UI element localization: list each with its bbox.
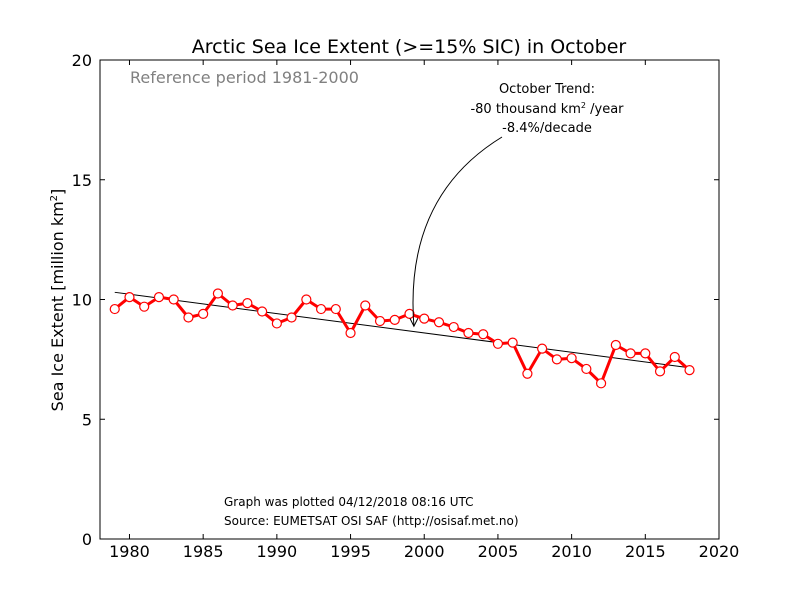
source-note: Source: EUMETSAT OSI SAF (http://osisaf.… bbox=[224, 514, 519, 528]
data-point bbox=[374, 315, 386, 327]
data-point bbox=[522, 368, 533, 379]
annotation-line-1: October Trend: bbox=[499, 82, 595, 97]
data-point bbox=[345, 327, 356, 339]
x-tick-label: 2010 bbox=[551, 542, 592, 561]
x-tick-label: 2000 bbox=[404, 542, 445, 561]
plot-date-note: Graph was plotted 04/12/2018 08:16 UTC bbox=[224, 495, 474, 509]
chart-title: Arctic Sea Ice Extent (>=15% SIC) in Oct… bbox=[192, 36, 627, 58]
data-point bbox=[124, 292, 135, 303]
annotation-line-2-main: -80 thousand km bbox=[470, 102, 580, 117]
data-point bbox=[492, 338, 504, 349]
trend-annotation: October Trend: -80 thousand km2 /year -8… bbox=[409, 82, 624, 328]
data-point bbox=[625, 348, 636, 359]
reference-period: Reference period 1981-2000 bbox=[130, 68, 359, 87]
data-point bbox=[109, 303, 120, 315]
data-point bbox=[153, 292, 165, 303]
data-point bbox=[257, 306, 268, 317]
series-line bbox=[113, 292, 691, 385]
y-axis-label-end: ] bbox=[48, 189, 67, 195]
data-point bbox=[212, 288, 224, 299]
data-point bbox=[168, 294, 179, 305]
data-point bbox=[139, 301, 150, 312]
y-tick-label: 0 bbox=[82, 530, 92, 549]
annotation-line-2-sup: 2 bbox=[581, 101, 586, 110]
annotation-line-2: -80 thousand km2 /year bbox=[470, 101, 624, 117]
y-axis-label: Sea Ice Extent [million km2] bbox=[48, 189, 67, 412]
data-point bbox=[315, 303, 327, 315]
annotation-arrowhead bbox=[409, 318, 419, 328]
data-point bbox=[551, 354, 562, 365]
y-tick-label: 20 bbox=[72, 51, 92, 70]
plot-area bbox=[100, 60, 719, 539]
data-point bbox=[433, 317, 445, 328]
data-point bbox=[507, 337, 518, 348]
data-point bbox=[684, 365, 695, 376]
data-point bbox=[537, 343, 548, 354]
data-point bbox=[286, 312, 297, 323]
y-axis-label-main: Sea Ice Extent [million km bbox=[48, 201, 67, 411]
data-point bbox=[419, 313, 430, 324]
data-point bbox=[581, 363, 592, 375]
data-point bbox=[654, 366, 666, 377]
y-tick-label: 5 bbox=[82, 410, 92, 429]
data-point bbox=[360, 300, 371, 311]
data-point bbox=[566, 353, 577, 364]
x-tick-label: 1985 bbox=[183, 542, 224, 561]
data-point bbox=[610, 339, 621, 351]
x-tick-label: 2015 bbox=[625, 542, 666, 561]
annotation-line-3: -8.4%/decade bbox=[502, 121, 592, 136]
annotation-line-2-end: /year bbox=[586, 102, 624, 117]
data-point bbox=[301, 294, 312, 305]
data-point bbox=[389, 314, 400, 325]
y-tick-label: 15 bbox=[72, 171, 92, 190]
x-tick-label: 2005 bbox=[478, 542, 519, 561]
data-point bbox=[198, 308, 209, 319]
series-group bbox=[109, 288, 695, 389]
data-point bbox=[478, 329, 489, 340]
data-point bbox=[330, 303, 341, 315]
x-tick-label: 1980 bbox=[109, 542, 150, 561]
y-tick-label: 10 bbox=[72, 291, 92, 310]
data-point bbox=[595, 378, 607, 389]
data-point bbox=[242, 297, 253, 309]
data-point bbox=[448, 321, 459, 333]
data-point bbox=[271, 318, 282, 329]
x-axis-ticks: 1980 1985 1990 1995 2000 2005 2010 2015 2020 bbox=[109, 60, 739, 561]
data-point bbox=[183, 312, 194, 323]
data-point bbox=[463, 327, 474, 339]
data-point bbox=[227, 300, 238, 311]
data-point bbox=[640, 348, 651, 359]
x-tick-label: 1990 bbox=[256, 542, 297, 561]
y-axis-label-sup: 2 bbox=[49, 195, 60, 201]
data-point bbox=[669, 351, 680, 363]
plot-frame bbox=[99, 59, 720, 540]
x-tick-label: 1995 bbox=[330, 542, 371, 561]
x-tick-label: 2020 bbox=[699, 542, 740, 561]
data-point bbox=[404, 308, 415, 319]
annotation-arrow bbox=[412, 136, 503, 327]
